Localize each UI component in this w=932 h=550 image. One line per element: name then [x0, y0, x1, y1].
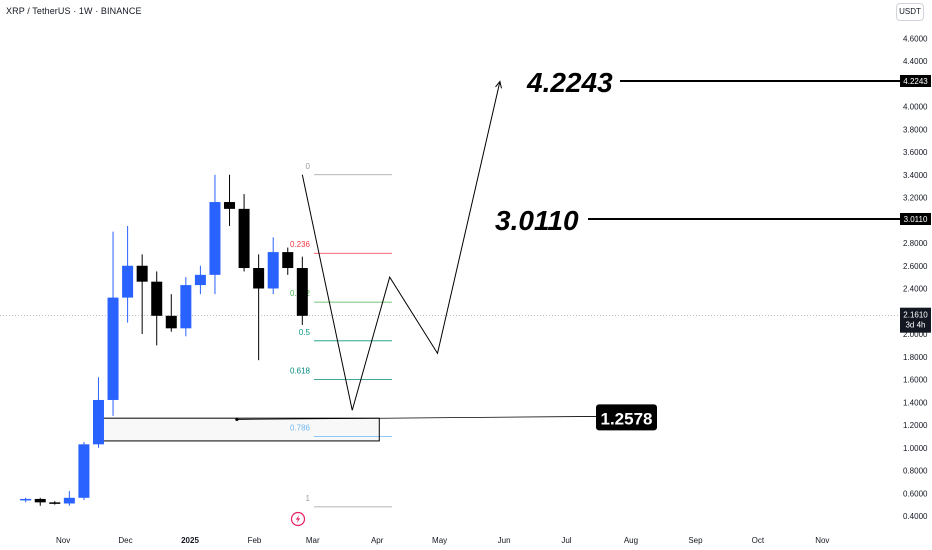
y-axis-tick-label: 1.6000	[903, 376, 928, 385]
candle-body	[151, 281, 163, 316]
candle-body	[63, 497, 75, 504]
target-anchor-dot	[235, 417, 239, 422]
candle-body	[180, 285, 192, 329]
candle-body	[209, 202, 221, 275]
y-axis-tick-label: 3.2000	[903, 194, 928, 203]
candle-body	[267, 252, 279, 289]
candle-body	[194, 274, 206, 286]
support-zone-box	[93, 417, 380, 442]
axis-price-tag-label: 3.0110	[904, 215, 928, 224]
fib-level-label: 1	[306, 494, 311, 503]
x-axis-tick-label: Nov	[56, 536, 70, 545]
target-label: 3.0110	[495, 205, 579, 236]
axis-price-tag	[900, 74, 931, 87]
lightning-logo-icon[interactable]	[290, 511, 306, 527]
candle-body	[136, 265, 148, 282]
candle-body	[253, 268, 265, 289]
y-axis-tick-label: 1.0000	[903, 444, 928, 453]
currency-unit-button[interactable]: USDT	[896, 3, 924, 21]
target-leader-line	[236, 416, 597, 420]
target-callout-label: 1.2578	[601, 409, 653, 428]
x-axis-tick-label: 2025	[181, 536, 199, 545]
fib-level-label: 0.236	[290, 240, 311, 249]
current-price-value: 2.1610	[903, 311, 928, 320]
projection-path	[301, 81, 501, 411]
y-axis-tick-label: 4.0000	[903, 103, 928, 112]
fib-level-label: 0.5	[299, 328, 311, 337]
x-axis-tick-label: Mar	[306, 536, 320, 545]
current-price-countdown: 3d 4h	[905, 321, 925, 330]
y-axis-tick-label: 4.4000	[903, 57, 928, 66]
y-axis-tick-label: 1.8000	[903, 353, 928, 362]
x-axis-tick-label: Aug	[624, 536, 638, 545]
x-axis-tick-label: Dec	[118, 536, 132, 545]
candle-body	[296, 268, 308, 316]
y-axis-tick-label: 3.8000	[903, 125, 928, 134]
candle-body	[92, 399, 104, 445]
x-axis-tick-label: May	[432, 536, 447, 545]
y-axis-tick-label: 3.4000	[903, 171, 928, 180]
y-axis-tick-label: 2.6000	[903, 262, 928, 271]
y-axis-tick-label: 3.6000	[903, 148, 928, 157]
candle-body	[122, 265, 134, 298]
candle-body	[282, 252, 294, 269]
current-price-tag	[900, 307, 931, 333]
fib-level-label: 0.786	[290, 423, 311, 432]
x-axis-tick-label: Sep	[688, 536, 703, 545]
symbol-title[interactable]: XRP / TetherUS · 1W · BINANCE	[6, 6, 142, 16]
x-axis-tick-label: Feb	[248, 536, 262, 545]
fib-level-label: 0.618	[290, 367, 311, 376]
x-axis-tick-label: Jun	[498, 536, 511, 545]
candle-body	[224, 202, 236, 209]
x-axis-tick-label: Apr	[371, 536, 384, 545]
target-label: 4.2243	[526, 67, 613, 98]
y-axis-tick-label: 1.4000	[903, 398, 928, 407]
candle-body	[238, 208, 250, 269]
y-axis-tick-label: 2.8000	[903, 239, 928, 248]
y-axis-tick-label: 4.6000	[903, 34, 928, 43]
y-axis-tick-label: 0.4000	[903, 512, 928, 521]
x-axis-tick-label: Jul	[561, 536, 571, 545]
y-axis-tick-label: 0.6000	[903, 489, 928, 498]
y-axis-tick-label: 2.0000	[903, 330, 928, 339]
target-callout-box	[596, 404, 657, 431]
axis-price-tag-label: 4.2243	[903, 77, 928, 86]
x-axis-tick-label: Oct	[752, 536, 765, 545]
y-axis-tick-label: 1.2000	[903, 421, 928, 430]
y-axis-tick-label: 2.4000	[903, 285, 928, 294]
candle-body	[107, 297, 119, 400]
fib-level-label: 0	[306, 162, 311, 171]
y-axis-tick-label: 0.8000	[903, 467, 928, 476]
projection-arrow-head	[495, 80, 502, 89]
candle-body	[49, 502, 61, 504]
candle-body	[20, 498, 32, 501]
candle-body	[165, 315, 177, 329]
candle-body	[78, 444, 90, 498]
candle-body	[34, 498, 46, 503]
axis-price-tag	[900, 212, 931, 225]
x-axis-tick-label: Nov	[815, 536, 829, 545]
